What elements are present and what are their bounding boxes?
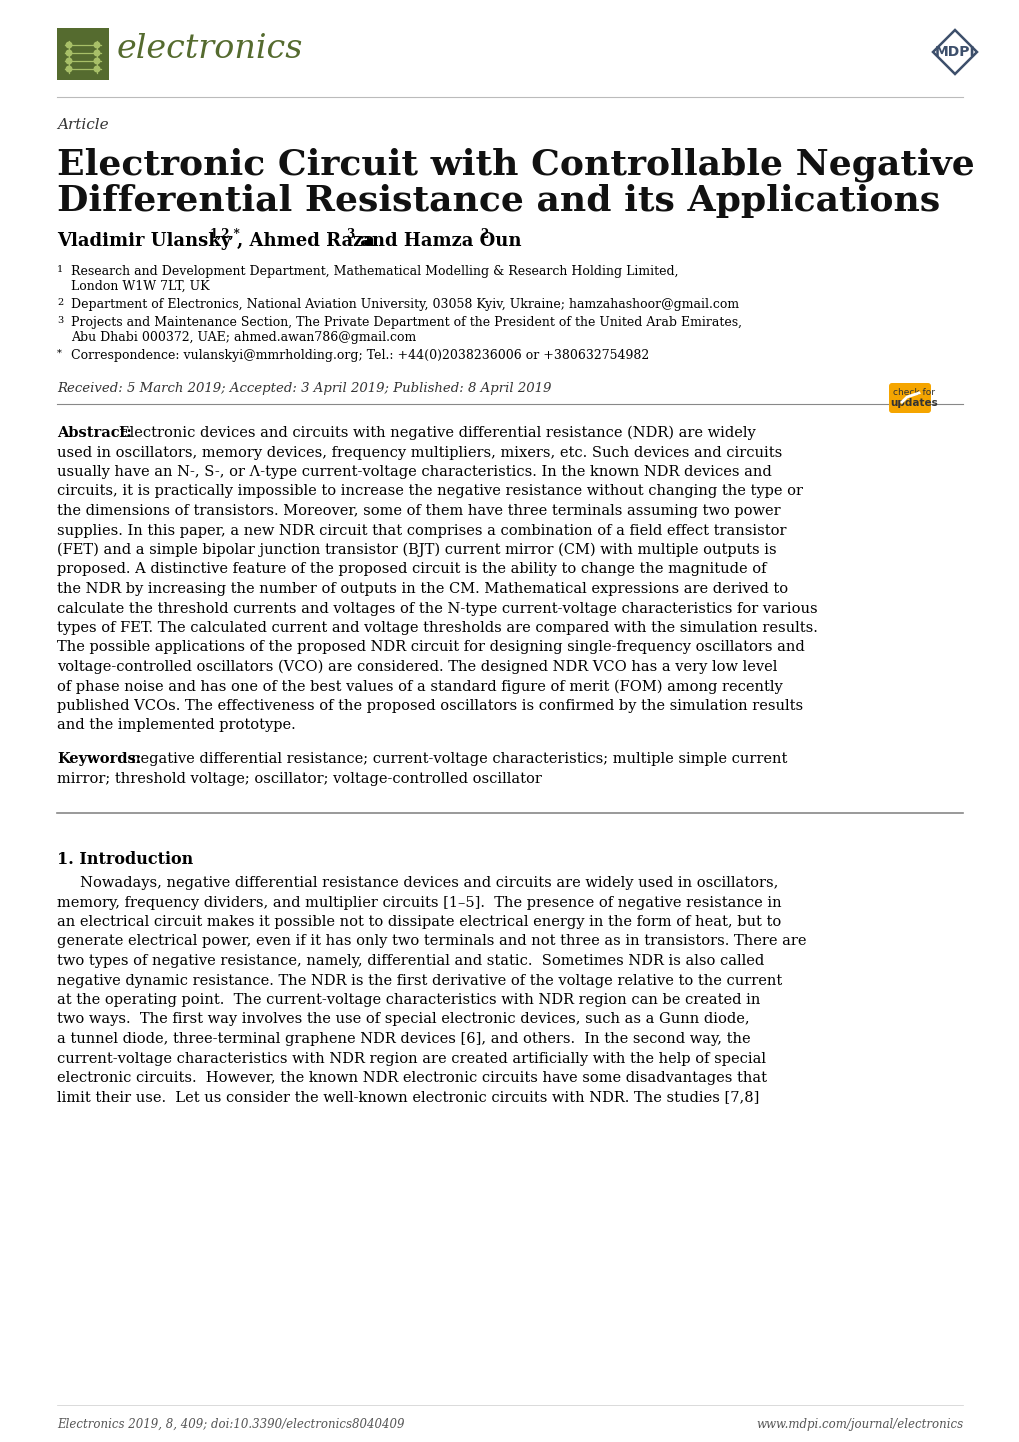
Text: generate electrical power, even if it has only two terminals and not three as in: generate electrical power, even if it ha… [57, 934, 806, 949]
Circle shape [66, 42, 71, 48]
Text: Abstract:: Abstract: [57, 425, 131, 440]
Text: usually have an N-, S-, or Λ-type current-voltage characteristics. In the known : usually have an N-, S-, or Λ-type curren… [57, 464, 771, 479]
Circle shape [94, 58, 100, 63]
Text: *: * [57, 349, 62, 358]
Circle shape [94, 50, 100, 56]
Text: two ways.  The first way involves the use of special electronic devices, such as: two ways. The first way involves the use… [57, 1012, 749, 1027]
Text: types of FET. The calculated current and voltage thresholds are compared with th: types of FET. The calculated current and… [57, 622, 817, 634]
Text: and the implemented prototype.: and the implemented prototype. [57, 718, 296, 733]
Text: of phase noise and has one of the best values of a standard figure of merit (FOM: of phase noise and has one of the best v… [57, 679, 782, 694]
Text: an electrical circuit makes it possible not to dissipate electrical energy in th: an electrical circuit makes it possible … [57, 916, 781, 929]
Text: Research and Development Department, Mathematical Modelling & Research Holding L: Research and Development Department, Mat… [71, 265, 678, 278]
Text: London W1W 7LT, UK: London W1W 7LT, UK [71, 280, 210, 293]
Text: electronic circuits.  However, the known NDR electronic circuits have some disad: electronic circuits. However, the known … [57, 1071, 766, 1084]
Text: mirror; threshold voltage; oscillator; voltage-controlled oscillator: mirror; threshold voltage; oscillator; v… [57, 771, 541, 786]
Text: Department of Electronics, National Aviation University, 03058 Kyiv, Ukraine; ha: Department of Electronics, National Avia… [71, 298, 739, 311]
Text: The possible applications of the proposed NDR circuit for designing single-frequ: The possible applications of the propose… [57, 640, 804, 655]
Circle shape [66, 58, 71, 63]
Text: Electronics 2019, 8, 409; doi:10.3390/electronics8040409: Electronics 2019, 8, 409; doi:10.3390/el… [57, 1417, 405, 1430]
Text: the NDR by increasing the number of outputs in the CM. Mathematical expressions : the NDR by increasing the number of outp… [57, 583, 788, 596]
Text: supplies. In this paper, a new NDR circuit that comprises a combination of a fie: supplies. In this paper, a new NDR circu… [57, 523, 786, 538]
Text: current-voltage characteristics with NDR region are created artificially with th: current-voltage characteristics with NDR… [57, 1051, 765, 1066]
Text: published VCOs. The effectiveness of the proposed oscillators is confirmed by th: published VCOs. The effectiveness of the… [57, 699, 802, 712]
Text: two types of negative resistance, namely, differential and static.  Sometimes ND: two types of negative resistance, namely… [57, 955, 763, 968]
Text: electronics: electronics [117, 33, 303, 65]
Text: Electronic Circuit with Controllable Negative: Electronic Circuit with Controllable Neg… [57, 149, 974, 183]
Text: Differential Resistance and its Applications: Differential Resistance and its Applicat… [57, 185, 940, 218]
Text: 1: 1 [57, 265, 63, 274]
Text: negative differential resistance; current-voltage characteristics; multiple simp: negative differential resistance; curren… [130, 751, 787, 766]
Text: used in oscillators, memory devices, frequency multipliers, mixers, etc. Such de: used in oscillators, memory devices, fre… [57, 446, 782, 460]
Text: Electronic devices and circuits with negative differential resistance (NDR) are : Electronic devices and circuits with neg… [119, 425, 755, 440]
Circle shape [94, 42, 100, 48]
Text: memory, frequency dividers, and multiplier circuits [1–5].  The presence of nega: memory, frequency dividers, and multipli… [57, 895, 781, 910]
Text: 3: 3 [57, 316, 63, 324]
Text: proposed. A distinctive feature of the proposed circuit is the ability to change: proposed. A distinctive feature of the p… [57, 562, 765, 577]
Text: (FET) and a simple bipolar junction transistor (BJT) current mirror (CM) with mu: (FET) and a simple bipolar junction tran… [57, 544, 775, 558]
Circle shape [66, 50, 71, 56]
Text: circuits, it is practically impossible to increase the negative resistance witho: circuits, it is practically impossible t… [57, 485, 802, 499]
Text: updates: updates [890, 398, 936, 408]
FancyBboxPatch shape [889, 384, 930, 412]
Text: MDPI: MDPI [933, 45, 974, 59]
Text: www.mdpi.com/journal/electronics: www.mdpi.com/journal/electronics [755, 1417, 962, 1430]
Text: 2: 2 [57, 298, 63, 307]
Text: and Hamza Oun: and Hamza Oun [354, 232, 521, 249]
Text: Vladimir Ulansky: Vladimir Ulansky [57, 232, 231, 249]
Text: a tunnel diode, three-terminal graphene NDR devices [6], and others.  In the sec: a tunnel diode, three-terminal graphene … [57, 1032, 750, 1045]
Text: check for: check for [892, 388, 934, 397]
Circle shape [94, 66, 100, 72]
Text: limit their use.  Let us consider the well-known electronic circuits with NDR. T: limit their use. Let us consider the wel… [57, 1090, 758, 1105]
FancyBboxPatch shape [57, 27, 109, 79]
Text: 1,2,*: 1,2,* [210, 228, 240, 241]
Text: the dimensions of transistors. Moreover, some of them have three terminals assum: the dimensions of transistors. Moreover,… [57, 505, 780, 518]
Text: Received: 5 March 2019; Accepted: 3 April 2019; Published: 8 April 2019: Received: 5 March 2019; Accepted: 3 Apri… [57, 382, 551, 395]
Text: , Ahmed Raza: , Ahmed Raza [236, 232, 375, 249]
Text: 2: 2 [480, 228, 488, 241]
Text: at the operating point.  The current-voltage characteristics with NDR region can: at the operating point. The current-volt… [57, 994, 759, 1007]
Text: Correspondence: vulanskyi@mmrholding.org; Tel.: +44(0)2038236006 or +38063275498: Correspondence: vulanskyi@mmrholding.org… [71, 349, 649, 362]
Text: Nowadays, negative differential resistance devices and circuits are widely used : Nowadays, negative differential resistan… [57, 875, 777, 890]
Text: Abu Dhabi 000372, UAE; ahmed.awan786@gmail.com: Abu Dhabi 000372, UAE; ahmed.awan786@gma… [71, 332, 416, 345]
Text: calculate the threshold currents and voltages of the N-type current-voltage char: calculate the threshold currents and vol… [57, 601, 817, 616]
Text: 3: 3 [345, 228, 354, 241]
Text: Article: Article [57, 118, 108, 133]
Text: voltage-controlled oscillators (VCO) are considered. The designed NDR VCO has a : voltage-controlled oscillators (VCO) are… [57, 660, 776, 675]
Text: Keywords:: Keywords: [57, 751, 141, 766]
Text: negative dynamic resistance. The NDR is the first derivative of the voltage rela: negative dynamic resistance. The NDR is … [57, 973, 782, 988]
Text: 1. Introduction: 1. Introduction [57, 851, 193, 868]
Circle shape [66, 66, 71, 72]
Text: Projects and Maintenance Section, The Private Department of the President of the: Projects and Maintenance Section, The Pr… [71, 316, 741, 329]
